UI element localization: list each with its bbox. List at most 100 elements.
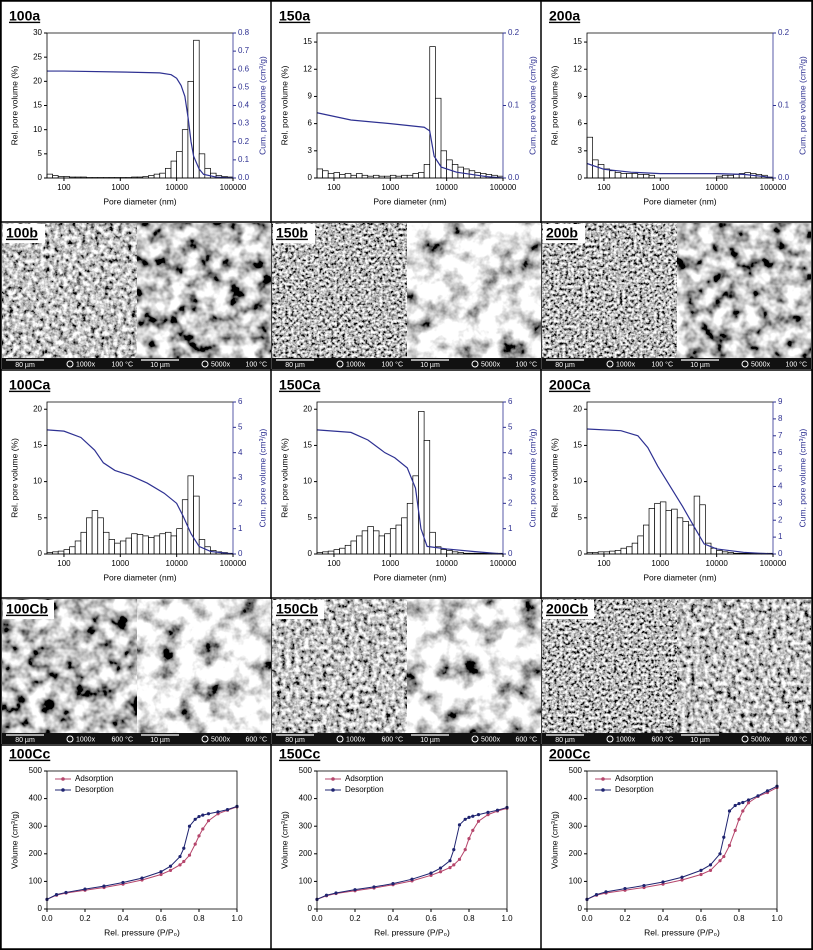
chart-title: 150Cc: [279, 746, 320, 762]
scale-strip: [2, 358, 137, 369]
x-tick-label: 0.0: [581, 914, 593, 923]
bar: [80, 531, 87, 555]
y-axis-title: Rel. pore volume (%): [9, 438, 19, 518]
y-tick-label: 15: [33, 441, 42, 450]
temperature: 100 °C: [786, 360, 807, 368]
y2-tick-label: 8: [778, 414, 783, 423]
data-point: [448, 859, 452, 863]
chart-title: 200a: [549, 8, 580, 24]
y-axis-title: Rel. pore volume (%): [279, 438, 289, 518]
x-tick-label: 0.8: [463, 914, 475, 923]
bar: [620, 173, 627, 179]
data-point: [438, 870, 443, 874]
y-tick-label: 30: [33, 28, 42, 37]
y-axis-title: Volume (cm³/g): [549, 811, 559, 869]
y-tick-label: 0: [308, 549, 313, 558]
y2-tick-label: 6: [238, 397, 243, 406]
x-axis-title: Rel. pressure (P/P₀): [104, 927, 180, 937]
data-point: [206, 819, 211, 823]
y2-tick-label: 1: [508, 524, 513, 533]
panel-label-box: [273, 600, 324, 619]
bar: [165, 167, 172, 179]
data-point: [680, 875, 684, 879]
x-tick-label: 0.2: [619, 914, 631, 923]
magnifier-icon: [471, 735, 479, 743]
y-tick-label: 25: [33, 52, 42, 61]
y-tick-label: 100: [29, 877, 43, 886]
data-point: [699, 868, 703, 872]
data-point: [140, 876, 144, 880]
x-tick-label: 100: [597, 559, 611, 568]
bar: [46, 173, 54, 179]
y2-tick-label: 0.1: [238, 155, 250, 164]
magnification: 5000x: [751, 736, 771, 743]
sem-image: [272, 599, 407, 733]
y2-tick-label: 0: [238, 549, 243, 558]
bar: [423, 164, 431, 179]
y-tick-label: 500: [569, 766, 583, 775]
bar: [693, 495, 701, 555]
legend-marker: [601, 777, 605, 781]
x-tick-label: 1000: [111, 559, 129, 568]
bar: [125, 537, 132, 555]
data-point: [353, 888, 357, 892]
x-tick-label: 10000: [436, 559, 459, 568]
data-point: [463, 817, 467, 821]
scale-bar-label: 80 µm: [555, 362, 575, 369]
bar: [153, 535, 161, 555]
bar: [361, 174, 369, 179]
y-tick-label: 3: [308, 146, 313, 155]
data-point: [121, 880, 125, 885]
y-tick-label: 100: [569, 877, 583, 886]
y2-tick-label: 0.8: [238, 28, 250, 37]
bar: [91, 510, 99, 555]
data-point: [182, 846, 186, 850]
y2-tick-label: 5: [508, 422, 513, 431]
scale-strip: [542, 733, 677, 744]
scale-bar-label: 80 µm: [15, 737, 35, 744]
panel-label: 100b: [6, 225, 38, 241]
y-tick-label: 20: [33, 76, 42, 85]
data-point: [463, 848, 467, 852]
bar: [176, 151, 183, 179]
bar: [592, 159, 599, 179]
x-tick-label: 0.0: [311, 914, 323, 923]
sem-image: [137, 599, 271, 733]
scale-bar-label: 80 µm: [285, 362, 305, 369]
x-tick-label: 10000: [706, 559, 729, 568]
bar: [108, 539, 116, 555]
cumulative-line: [586, 428, 774, 555]
bar: [423, 440, 431, 555]
y2-tick-label: 6: [778, 448, 783, 457]
bar: [620, 547, 627, 555]
x-tick-label: 0.2: [349, 914, 361, 923]
scale-strip: [677, 358, 811, 369]
scale-strip: [677, 733, 811, 744]
legend-label: Desorption: [345, 785, 384, 794]
y-tick-label: 300: [29, 821, 43, 830]
magnifier-icon: [336, 735, 344, 743]
bar: [339, 547, 346, 555]
scale-bar-label: 10 µm: [150, 362, 170, 369]
data-point: [623, 886, 627, 891]
y-tick-label: 300: [299, 821, 313, 830]
y2-tick-label: 3: [238, 473, 243, 482]
bar: [637, 535, 644, 555]
scale-bar-label: 10 µm: [150, 737, 170, 744]
y-axis-title: Volume (cm³/g): [9, 811, 19, 869]
scale-bar-label: 80 µm: [15, 362, 35, 369]
data-point: [438, 866, 443, 870]
bar: [733, 174, 740, 179]
y-tick-label: 3: [578, 146, 583, 155]
magnifier-icon: [606, 735, 614, 743]
panel-label: 200b: [546, 225, 578, 241]
y2-axis-title: Cum. pore volume (cm³/g): [527, 56, 537, 155]
bar: [316, 168, 324, 179]
y-tick-label: 500: [299, 766, 313, 775]
sem-image: [2, 599, 137, 733]
y-axis-title: Rel. pore volume (%): [279, 65, 289, 145]
chart-title: 100a: [9, 8, 40, 24]
data-point: [746, 798, 751, 802]
bar: [648, 174, 656, 179]
